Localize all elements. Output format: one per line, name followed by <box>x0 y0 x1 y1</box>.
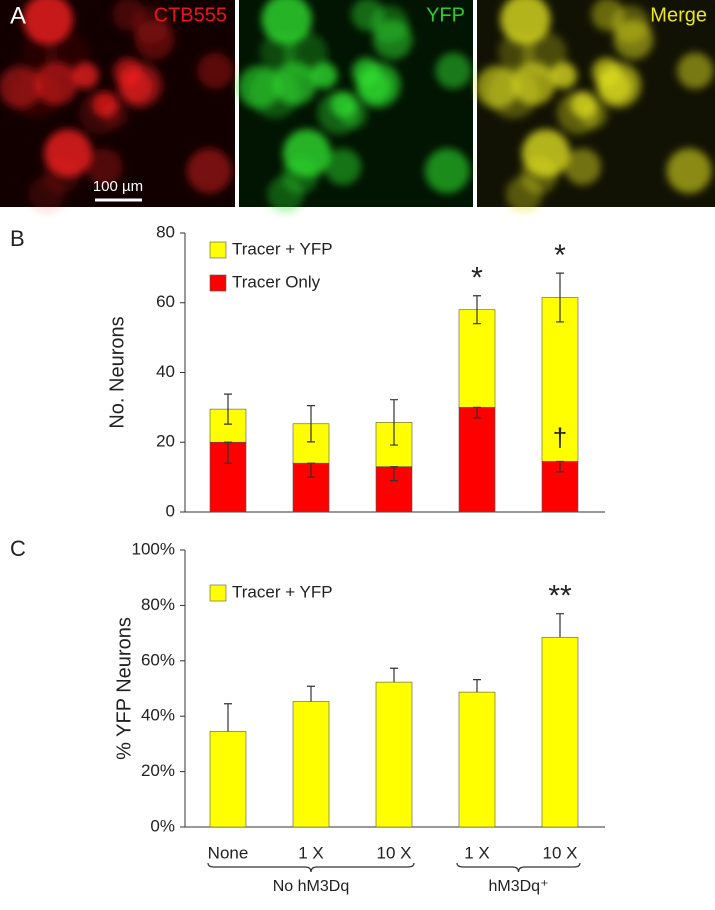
cell <box>372 19 413 60</box>
y-tick-label: 80 <box>156 222 175 241</box>
cell <box>556 91 600 135</box>
cell <box>521 129 570 178</box>
cell <box>351 0 385 32</box>
error-bar <box>390 667 398 683</box>
cell <box>44 129 93 178</box>
cell <box>134 19 175 60</box>
y-tick-label: 100% <box>132 539 175 558</box>
y-tick-label: 80% <box>141 595 175 614</box>
y-tick-label: 0% <box>150 816 175 835</box>
error-bar <box>473 295 481 325</box>
error-bar <box>556 460 564 473</box>
error-bar <box>390 466 398 482</box>
significance-mark: * <box>471 262 483 295</box>
error-bar <box>556 272 564 323</box>
group-label: No hM3Dq <box>273 878 349 895</box>
cell <box>78 91 122 135</box>
error-bar <box>307 462 315 478</box>
error-bar <box>224 703 232 732</box>
micrograph <box>475 0 715 213</box>
image-label: CTB555 <box>154 4 227 26</box>
panel-label: B <box>10 226 25 251</box>
cell <box>117 62 163 108</box>
x-tick-label: 1 X <box>298 843 324 862</box>
cells <box>475 0 714 213</box>
x-tick-label: 10 X <box>377 843 412 862</box>
cell <box>282 129 331 178</box>
cell <box>435 52 472 89</box>
y-tick-label: 60% <box>141 650 175 669</box>
image-label: Merge <box>650 4 707 26</box>
error-bar <box>307 405 315 443</box>
x-tick-label: 10 X <box>543 843 578 862</box>
cell <box>324 148 362 186</box>
panel-label: C <box>10 536 26 561</box>
cell <box>317 91 361 135</box>
bar <box>541 636 579 828</box>
error-bar <box>224 393 232 425</box>
cell <box>273 61 317 106</box>
group-bracket <box>207 862 415 873</box>
cell <box>677 52 714 89</box>
cell <box>595 62 642 108</box>
cell <box>666 148 712 194</box>
image-label: YFP <box>426 4 465 26</box>
legend-label: Tracer + YFP <box>232 582 333 601</box>
significance-mark: * <box>554 239 566 272</box>
bar <box>458 691 496 828</box>
error-bar <box>473 406 481 419</box>
legend-swatch <box>209 584 227 602</box>
bar <box>375 681 413 828</box>
y-axis-label: % YFP Neurons <box>113 617 135 760</box>
group-label: hM3Dq⁺ <box>488 878 548 895</box>
error-bar <box>473 679 481 693</box>
cell <box>0 65 42 109</box>
significance-mark: † <box>553 422 567 452</box>
cell <box>186 148 232 194</box>
y-tick-label: 20% <box>141 761 175 780</box>
cell <box>613 19 654 60</box>
scale-bar-label: 100 µm <box>93 178 143 195</box>
y-tick-label: 0 <box>166 501 175 520</box>
cell <box>424 148 470 194</box>
x-tick-label: None <box>208 843 249 862</box>
panel-label: A <box>10 2 26 29</box>
cell <box>197 52 234 89</box>
bar <box>209 731 247 828</box>
cell <box>112 0 146 32</box>
bar-segment <box>458 407 496 513</box>
cell <box>475 65 519 109</box>
cells <box>237 0 472 213</box>
cell <box>355 62 401 108</box>
cells <box>0 0 234 213</box>
x-tick-label: 1 X <box>464 843 490 862</box>
cell <box>237 65 281 109</box>
legend-swatch <box>209 274 227 292</box>
bar <box>292 701 330 828</box>
micrograph <box>237 0 473 213</box>
error-bar <box>224 441 232 464</box>
legend-label: Tracer Only <box>232 272 321 291</box>
bar-segment <box>458 309 496 408</box>
y-tick-label: 20 <box>156 432 175 451</box>
cell <box>86 148 123 186</box>
y-tick-label: 60 <box>156 292 175 311</box>
cell <box>34 61 78 106</box>
y-axis-label: No. Neurons <box>106 316 128 428</box>
error-bar <box>556 613 564 638</box>
error-bar <box>390 399 398 446</box>
legend-swatch <box>209 241 227 259</box>
group-bracket <box>456 862 581 873</box>
cell <box>564 148 601 186</box>
cell <box>591 0 625 32</box>
y-tick-label: 40% <box>141 706 175 725</box>
cell <box>512 61 556 106</box>
micrograph <box>0 0 235 213</box>
error-bar <box>307 685 315 702</box>
legend-label: Tracer + YFP <box>232 239 333 258</box>
y-tick-label: 40 <box>156 362 175 381</box>
significance-mark: ** <box>548 580 572 613</box>
